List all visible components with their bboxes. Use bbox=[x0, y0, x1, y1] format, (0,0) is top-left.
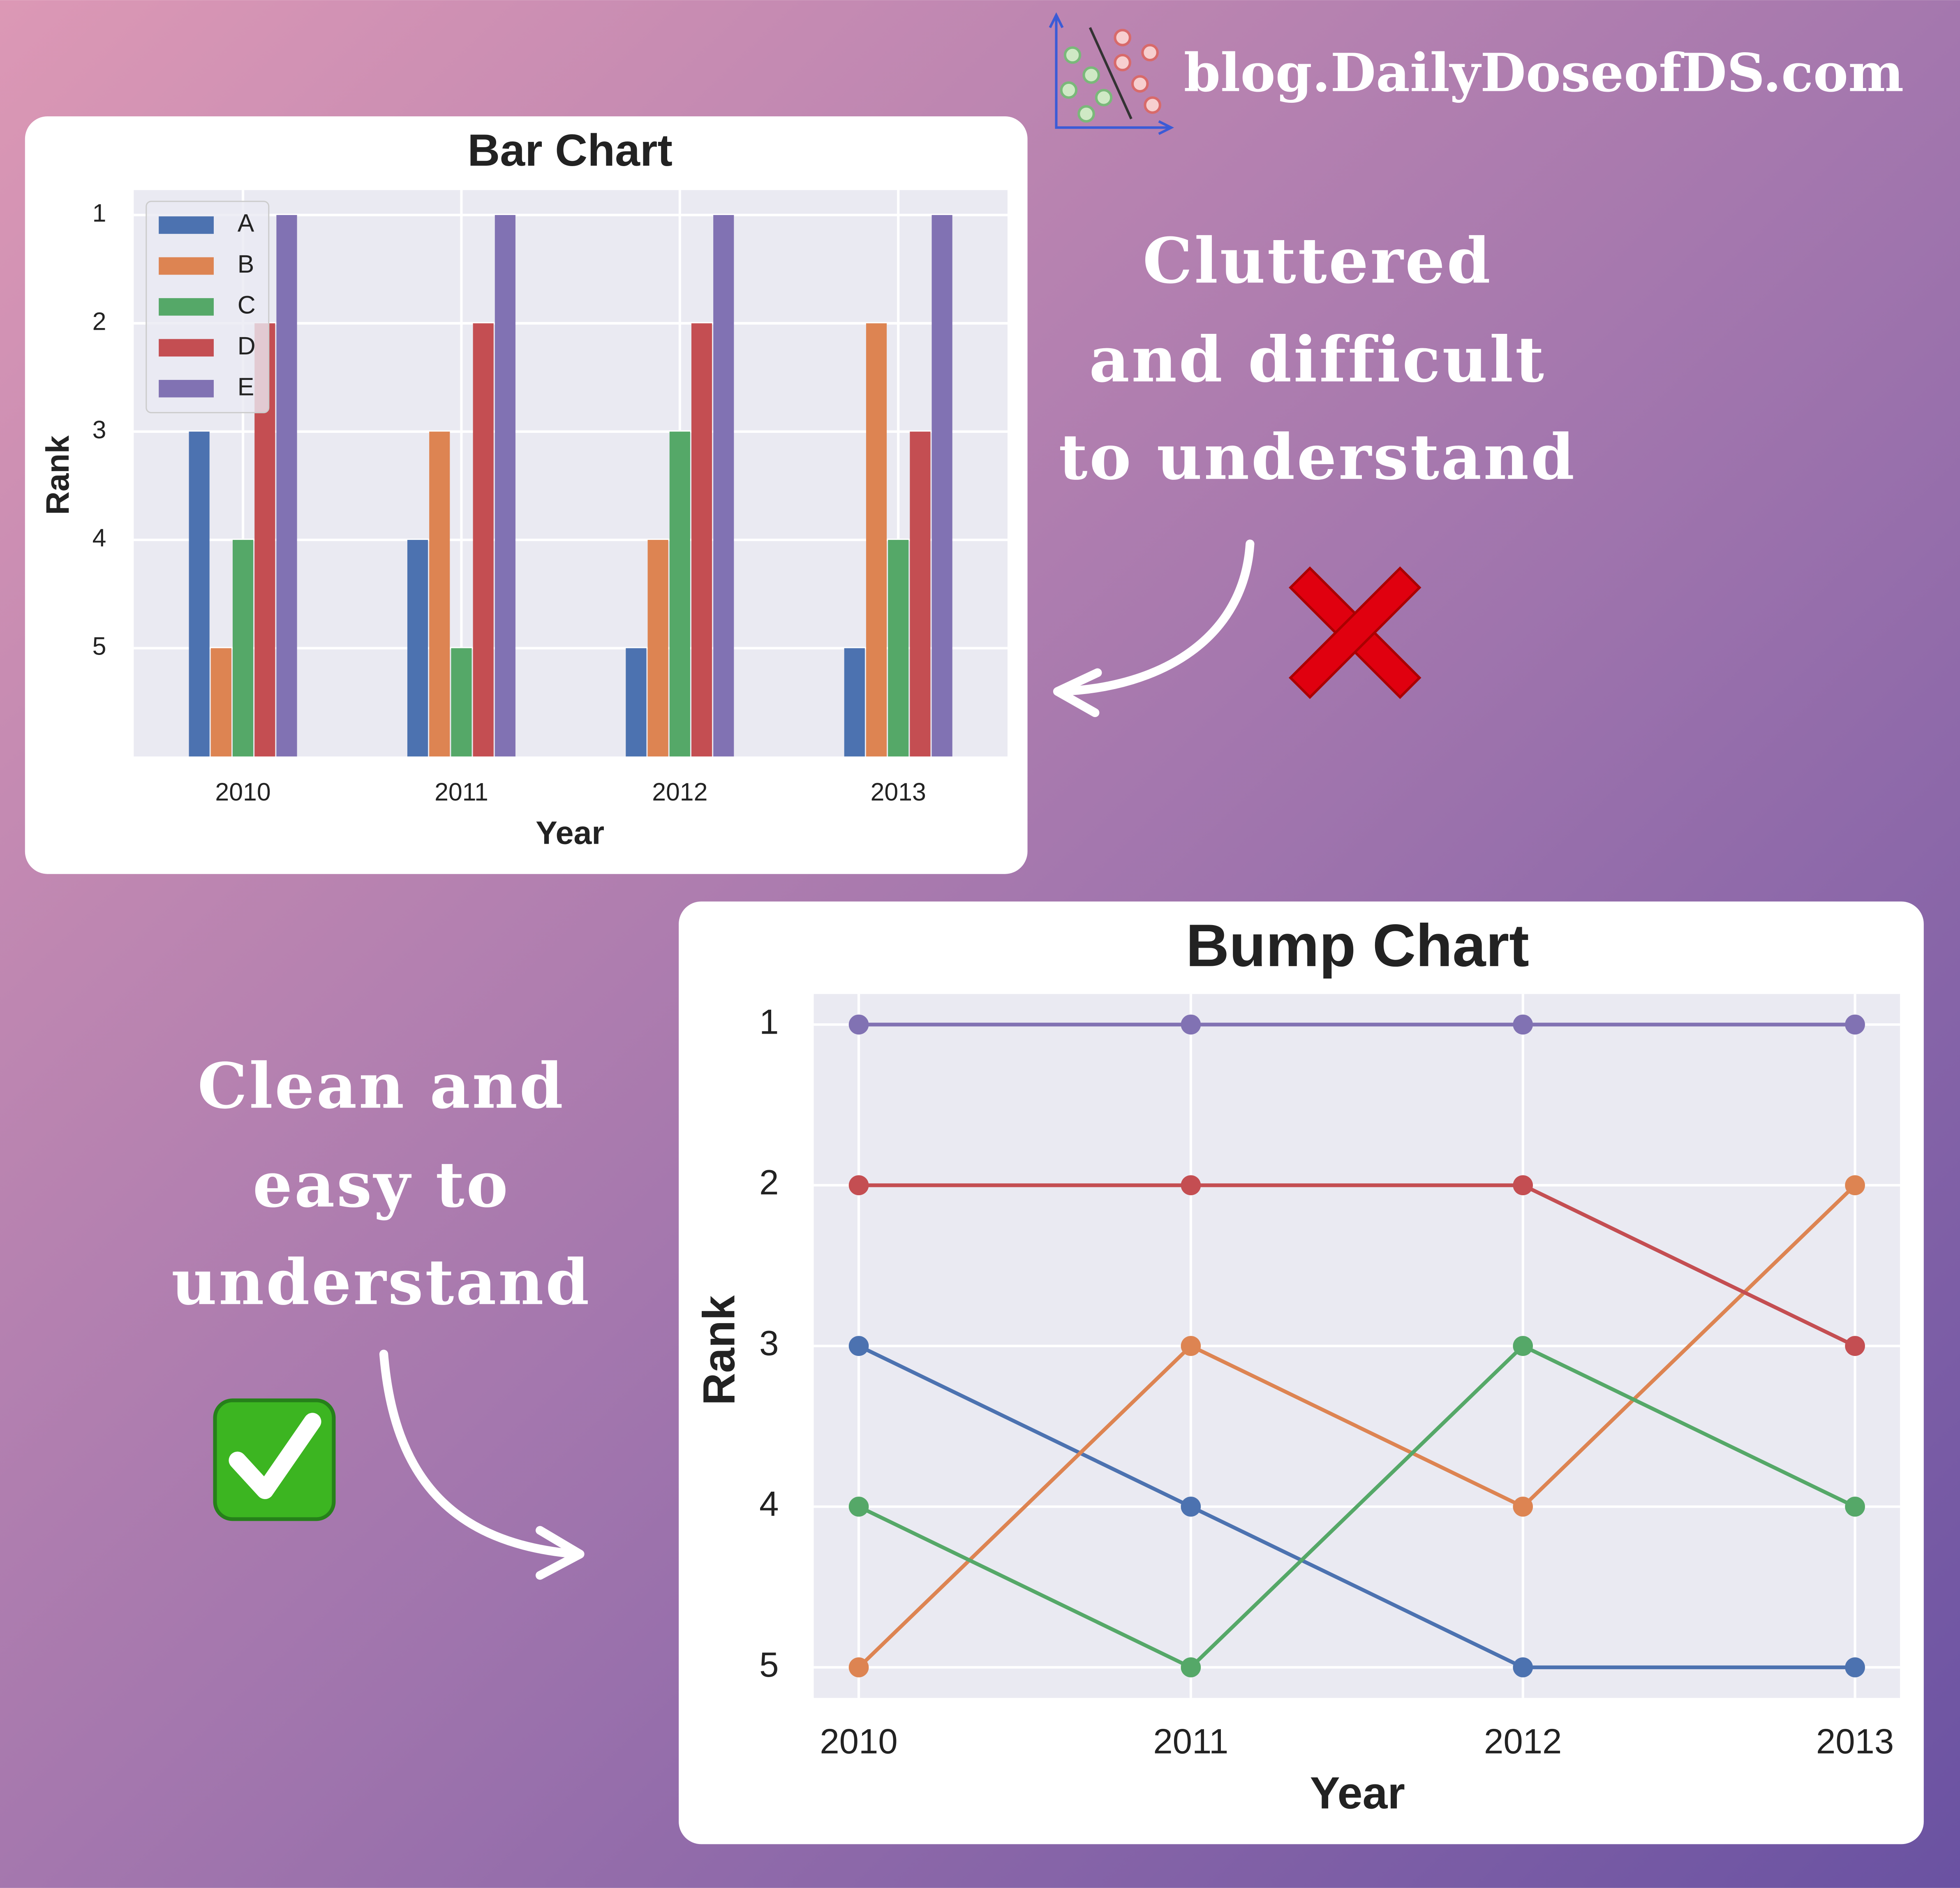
x-tick-label: 2012 bbox=[652, 778, 707, 806]
y-tick-label: 1 bbox=[759, 1002, 779, 1041]
y-tick-label: 5 bbox=[759, 1645, 779, 1684]
point bbox=[1845, 1014, 1865, 1035]
y-tick-label: 3 bbox=[759, 1324, 779, 1363]
point bbox=[1845, 1497, 1865, 1517]
bar bbox=[866, 323, 887, 757]
y-tick-label: 4 bbox=[759, 1485, 779, 1524]
legend-swatch bbox=[159, 298, 214, 316]
bar bbox=[210, 648, 231, 757]
bar bbox=[473, 323, 494, 757]
legend-swatch bbox=[159, 379, 214, 398]
y-tick-label: 3 bbox=[92, 416, 106, 444]
series-line bbox=[857, 1184, 1856, 1669]
bar bbox=[931, 215, 952, 757]
series-line bbox=[859, 1183, 1856, 1348]
legend-label: D bbox=[238, 332, 256, 360]
point bbox=[848, 1336, 869, 1356]
bar bbox=[669, 431, 690, 757]
bar bbox=[451, 648, 472, 757]
bar bbox=[232, 540, 254, 757]
x-axis-label: Year bbox=[536, 814, 604, 851]
annotation: understand bbox=[171, 1245, 591, 1319]
legend-swatch bbox=[159, 339, 214, 357]
legend-label: C bbox=[238, 291, 256, 319]
bar bbox=[429, 431, 450, 757]
point bbox=[1181, 1175, 1201, 1196]
point bbox=[1181, 1657, 1201, 1677]
annotation: to understand bbox=[1059, 420, 1576, 494]
y-tick-label: 5 bbox=[92, 632, 106, 660]
point bbox=[1513, 1497, 1533, 1517]
point bbox=[1181, 1336, 1201, 1356]
y-axis-label: Rank bbox=[39, 435, 76, 515]
x-tick-label: 2010 bbox=[820, 1722, 897, 1761]
y-tick-label: 2 bbox=[759, 1163, 779, 1202]
bar bbox=[713, 215, 734, 757]
bar bbox=[189, 431, 210, 757]
point bbox=[1845, 1657, 1865, 1677]
annotation: and difficult bbox=[1089, 323, 1546, 396]
x-tick-label: 2010 bbox=[215, 778, 270, 806]
bar bbox=[626, 648, 647, 757]
bar bbox=[691, 323, 712, 757]
point bbox=[1845, 1336, 1865, 1356]
legend-swatch bbox=[159, 257, 214, 275]
bar bbox=[910, 431, 931, 757]
point bbox=[1513, 1014, 1533, 1035]
arrows bbox=[379, 539, 1255, 1580]
y-tick-label: 2 bbox=[92, 307, 106, 335]
legend-swatch bbox=[159, 216, 214, 234]
y-tick-label: 1 bbox=[92, 199, 106, 227]
cross-icon bbox=[1288, 566, 1421, 699]
series-line bbox=[858, 1344, 1855, 1669]
x-tick-label: 2011 bbox=[435, 778, 488, 806]
logo bbox=[1049, 12, 1174, 135]
x-tick-label: 2013 bbox=[871, 778, 926, 806]
annotation: Clean and bbox=[198, 1049, 565, 1122]
annotation: easy to bbox=[253, 1148, 510, 1222]
legend-label: B bbox=[238, 250, 254, 278]
point bbox=[1845, 1175, 1865, 1196]
bar bbox=[647, 540, 668, 757]
legend-label: A bbox=[238, 209, 254, 237]
point bbox=[848, 1175, 869, 1196]
point bbox=[848, 1014, 869, 1035]
x-tick-label: 2012 bbox=[1484, 1722, 1562, 1761]
x-tick-label: 2013 bbox=[1816, 1722, 1894, 1761]
chart-title: Bar Chart bbox=[467, 125, 673, 176]
legend-label: E bbox=[238, 373, 254, 400]
bar bbox=[844, 648, 865, 757]
point bbox=[848, 1657, 869, 1677]
brand: blog.DailyDoseofDS.com bbox=[1184, 42, 1904, 104]
point bbox=[1513, 1175, 1533, 1196]
bar bbox=[495, 215, 515, 757]
point bbox=[848, 1497, 869, 1517]
point bbox=[1181, 1497, 1201, 1517]
bar bbox=[276, 215, 297, 757]
point bbox=[1513, 1657, 1533, 1677]
bar bbox=[407, 540, 428, 757]
x-tick-label: 2011 bbox=[1153, 1722, 1228, 1761]
y-tick-label: 4 bbox=[92, 524, 106, 552]
annotation: Cluttered bbox=[1143, 224, 1493, 297]
series-line bbox=[858, 1344, 1856, 1670]
check-icon bbox=[213, 1398, 336, 1521]
bar bbox=[888, 540, 909, 757]
point bbox=[1181, 1014, 1201, 1035]
point bbox=[1513, 1336, 1533, 1356]
chart-title: Bump Chart bbox=[1186, 912, 1529, 979]
x-axis-label: Year bbox=[1310, 1768, 1405, 1819]
y-axis-label: Rank bbox=[694, 1295, 744, 1405]
